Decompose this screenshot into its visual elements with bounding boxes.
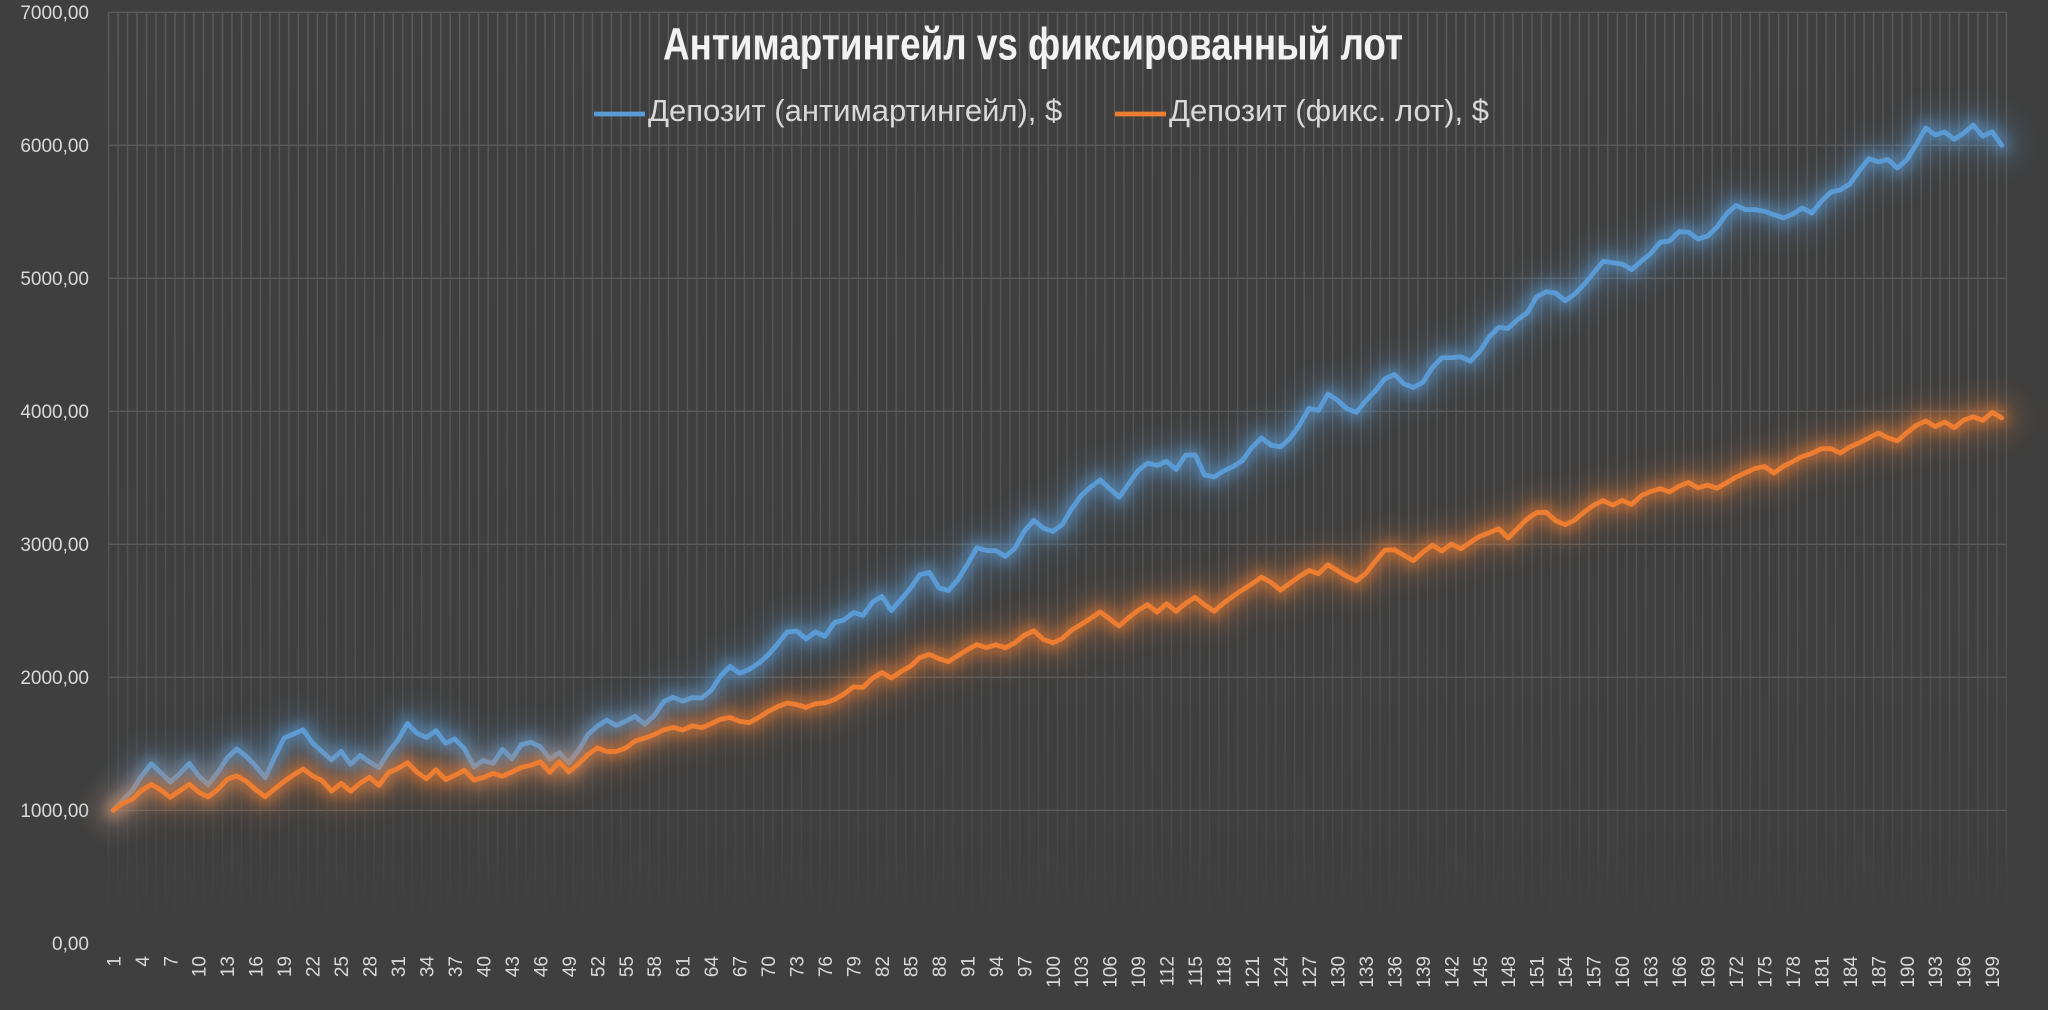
svg-text:25: 25 <box>332 956 353 977</box>
svg-text:112: 112 <box>1158 956 1179 986</box>
svg-text:136: 136 <box>1385 956 1406 988</box>
svg-text:7: 7 <box>161 956 182 967</box>
svg-text:43: 43 <box>503 956 524 977</box>
svg-text:Депозит (фикс. лот), $: Депозит (фикс. лот), $ <box>1169 93 1489 128</box>
svg-text:85: 85 <box>901 956 922 977</box>
svg-text:7000,00: 7000,00 <box>20 3 89 24</box>
svg-text:Депозит (антимартингейл), $: Депозит (антимартингейл), $ <box>648 93 1062 128</box>
svg-text:142: 142 <box>1442 956 1463 988</box>
svg-text:34: 34 <box>418 956 439 978</box>
svg-text:163: 163 <box>1642 956 1663 988</box>
svg-text:172: 172 <box>1727 956 1748 988</box>
svg-text:46: 46 <box>531 956 552 977</box>
svg-text:0,00: 0,00 <box>52 934 89 955</box>
svg-text:169: 169 <box>1699 956 1720 988</box>
svg-text:3000,00: 3000,00 <box>20 535 89 556</box>
svg-text:4000,00: 4000,00 <box>20 402 89 423</box>
svg-text:2000,00: 2000,00 <box>20 668 89 689</box>
svg-text:10: 10 <box>190 956 211 977</box>
svg-text:1: 1 <box>104 956 125 967</box>
svg-text:13: 13 <box>218 956 239 977</box>
svg-text:190: 190 <box>1898 956 1919 988</box>
svg-text:166: 166 <box>1670 956 1691 988</box>
svg-text:97: 97 <box>1015 956 1036 977</box>
svg-text:79: 79 <box>845 956 866 977</box>
svg-text:73: 73 <box>788 956 809 977</box>
svg-text:64: 64 <box>702 956 723 978</box>
svg-text:193: 193 <box>1926 956 1947 988</box>
svg-text:67: 67 <box>731 956 752 977</box>
svg-text:106: 106 <box>1101 956 1122 988</box>
svg-text:154: 154 <box>1556 956 1577 988</box>
svg-text:76: 76 <box>816 956 837 977</box>
svg-text:139: 139 <box>1414 956 1435 988</box>
svg-text:37: 37 <box>446 956 467 977</box>
svg-text:115: 115 <box>1186 956 1207 986</box>
svg-text:151: 151 <box>1528 956 1549 988</box>
svg-text:178: 178 <box>1784 956 1805 988</box>
svg-text:91: 91 <box>958 956 979 977</box>
svg-text:19: 19 <box>275 956 296 977</box>
svg-text:184: 184 <box>1841 956 1862 988</box>
svg-text:52: 52 <box>588 956 609 977</box>
svg-text:103: 103 <box>1072 956 1093 988</box>
svg-text:196: 196 <box>1955 956 1976 988</box>
svg-text:157: 157 <box>1585 956 1606 988</box>
svg-text:94: 94 <box>987 956 1008 978</box>
svg-text:187: 187 <box>1869 956 1890 988</box>
svg-text:55: 55 <box>617 956 638 977</box>
svg-text:118: 118 <box>1215 956 1236 986</box>
svg-text:49: 49 <box>560 956 581 977</box>
svg-text:127: 127 <box>1300 956 1321 988</box>
svg-text:82: 82 <box>873 956 894 977</box>
svg-text:40: 40 <box>474 956 495 977</box>
svg-text:61: 61 <box>674 956 695 977</box>
svg-text:145: 145 <box>1471 956 1492 988</box>
svg-text:1000,00: 1000,00 <box>20 801 89 822</box>
svg-text:121: 121 <box>1243 956 1264 988</box>
svg-text:5000,00: 5000,00 <box>20 269 89 290</box>
svg-text:130: 130 <box>1328 956 1349 988</box>
svg-text:88: 88 <box>930 956 951 977</box>
svg-text:4: 4 <box>133 956 154 967</box>
svg-text:175: 175 <box>1755 956 1776 988</box>
svg-text:133: 133 <box>1357 956 1378 988</box>
svg-text:22: 22 <box>304 956 325 977</box>
svg-text:109: 109 <box>1129 956 1150 988</box>
svg-text:58: 58 <box>645 956 666 977</box>
svg-text:6000,00: 6000,00 <box>20 136 89 157</box>
svg-text:16: 16 <box>247 956 268 977</box>
svg-text:28: 28 <box>361 956 382 977</box>
svg-text:124: 124 <box>1272 956 1293 988</box>
svg-text:160: 160 <box>1613 956 1634 988</box>
svg-text:70: 70 <box>759 956 780 977</box>
svg-text:199: 199 <box>1983 956 2004 988</box>
svg-text:181: 181 <box>1812 956 1833 988</box>
svg-text:148: 148 <box>1499 956 1520 988</box>
svg-text:Антимартингейл vs фиксированны: Антимартингейл vs фиксированный лот <box>663 19 1403 70</box>
svg-text:100: 100 <box>1044 956 1065 988</box>
svg-text:31: 31 <box>389 956 410 977</box>
